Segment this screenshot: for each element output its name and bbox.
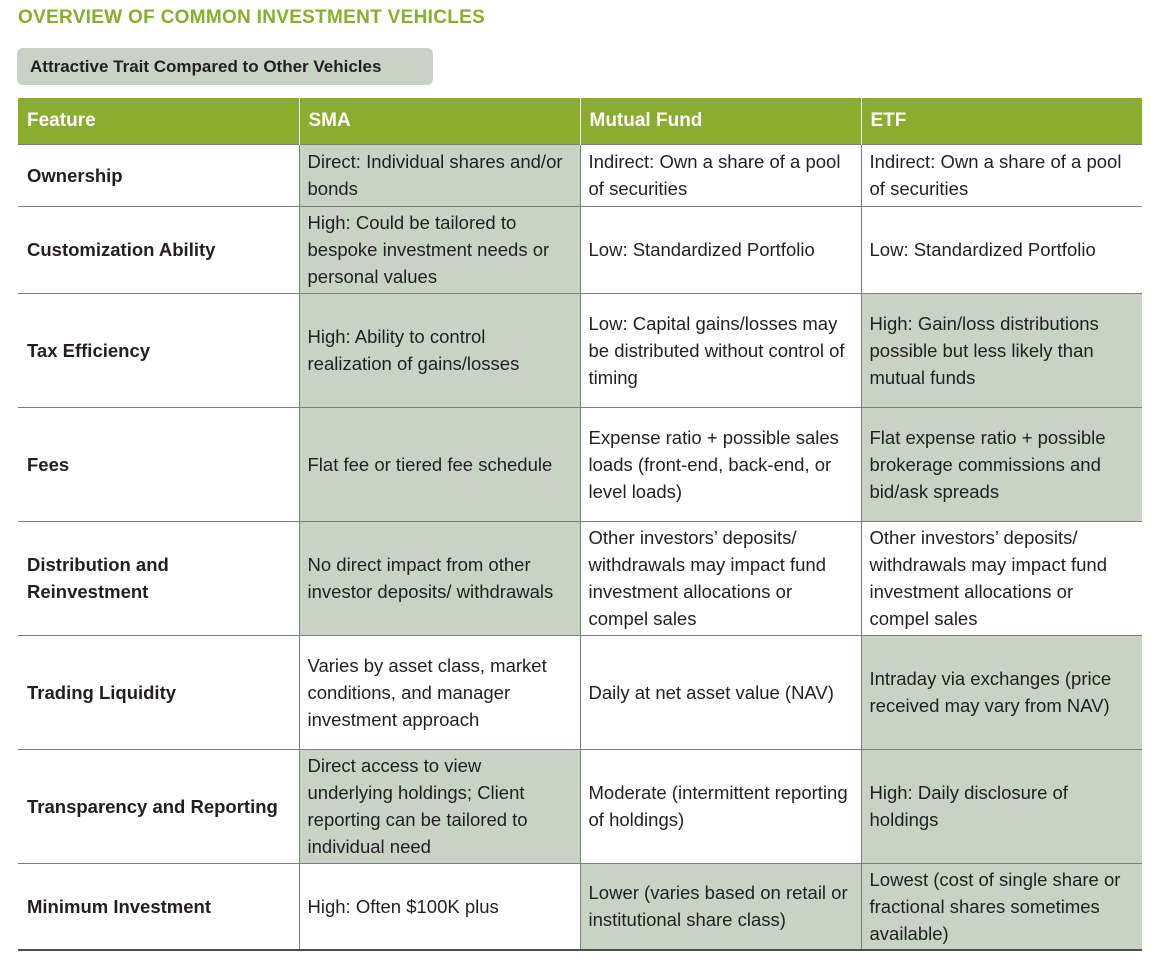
etf-cell: High: Daily disclosure of holdings — [860, 748, 1142, 863]
table-row: Distribution and Reinvestment No direct … — [18, 520, 1142, 635]
header-feature: Feature — [18, 98, 299, 144]
comparison-table: Feature SMA Mutual Fund ETF Ownership Di… — [18, 98, 1142, 951]
header-sma: SMA — [298, 98, 580, 144]
mutual-fund-cell: Other investors’ deposits/ withdrawals m… — [579, 520, 861, 635]
feature-label: Ownership — [18, 143, 299, 206]
feature-label: Customization Ability — [18, 205, 299, 293]
sma-cell: High: Ability to control realization of … — [298, 292, 580, 407]
feature-label: Transparency and Reporting — [18, 748, 299, 863]
mutual-fund-cell: Daily at net asset value (NAV) — [579, 634, 861, 749]
header-row: Feature SMA Mutual Fund ETF — [18, 98, 1142, 144]
mutual-fund-cell: Indirect: Own a share of a pool of secur… — [579, 143, 861, 206]
legend-badge: Attractive Trait Compared to Other Vehic… — [17, 48, 433, 85]
mutual-fund-cell: Lower (varies based on retail or institu… — [579, 862, 861, 951]
etf-cell: Lowest (cost of single share or fraction… — [860, 862, 1142, 951]
feature-label: Trading Liquidity — [18, 634, 299, 749]
mutual-fund-cell: Expense ratio + possible sales loads (fr… — [579, 406, 861, 521]
table-row: Customization Ability High: Could be tai… — [18, 205, 1142, 293]
table-row: Transparency and Reporting Direct access… — [18, 748, 1142, 863]
etf-cell: Indirect: Own a share of a pool of secur… — [860, 143, 1142, 206]
etf-cell: Low: Standardized Portfolio — [860, 205, 1142, 293]
sma-cell: No direct impact from other investor dep… — [298, 520, 580, 635]
sma-cell: Direct access to view underlying holding… — [298, 748, 580, 863]
table-row: Trading Liquidity Varies by asset class,… — [18, 634, 1142, 749]
etf-cell: Flat expense ratio + possible brokerage … — [860, 406, 1142, 521]
sma-cell: Flat fee or tiered fee schedule — [298, 406, 580, 521]
page-title: OVERVIEW OF COMMON INVESTMENT VEHICLES — [18, 7, 486, 28]
sma-cell: Varies by asset class, market conditions… — [298, 634, 580, 749]
table-row: Minimum Investment High: Often $100K plu… — [18, 862, 1142, 951]
table-row: Tax Efficiency High: Ability to control … — [18, 292, 1142, 407]
mutual-fund-cell: Moderate (intermittent reporting of hold… — [579, 748, 861, 863]
table-row: Fees Flat fee or tiered fee schedule Exp… — [18, 406, 1142, 521]
sma-cell: Direct: Individual shares and/or bonds — [298, 143, 580, 206]
mutual-fund-cell: Low: Standardized Portfolio — [579, 205, 861, 293]
mutual-fund-cell: Low: Capital gains/losses may be distrib… — [579, 292, 861, 407]
header-mutual-fund: Mutual Fund — [579, 98, 861, 144]
sma-cell: High: Often $100K plus — [298, 862, 580, 951]
etf-cell: High: Gain/loss distributions possible b… — [860, 292, 1142, 407]
header-etf: ETF — [860, 98, 1142, 144]
feature-label: Distribution and Reinvestment — [18, 520, 299, 635]
feature-label: Minimum Investment — [18, 862, 299, 951]
feature-label: Tax Efficiency — [18, 292, 299, 407]
table-row: Ownership Direct: Individual shares and/… — [18, 143, 1142, 206]
feature-label: Fees — [18, 406, 299, 521]
sma-cell: High: Could be tailored to bespoke inves… — [298, 205, 580, 293]
etf-cell: Other investors’ deposits/ withdrawals m… — [860, 520, 1142, 635]
etf-cell: Intraday via exchanges (price received m… — [860, 634, 1142, 749]
